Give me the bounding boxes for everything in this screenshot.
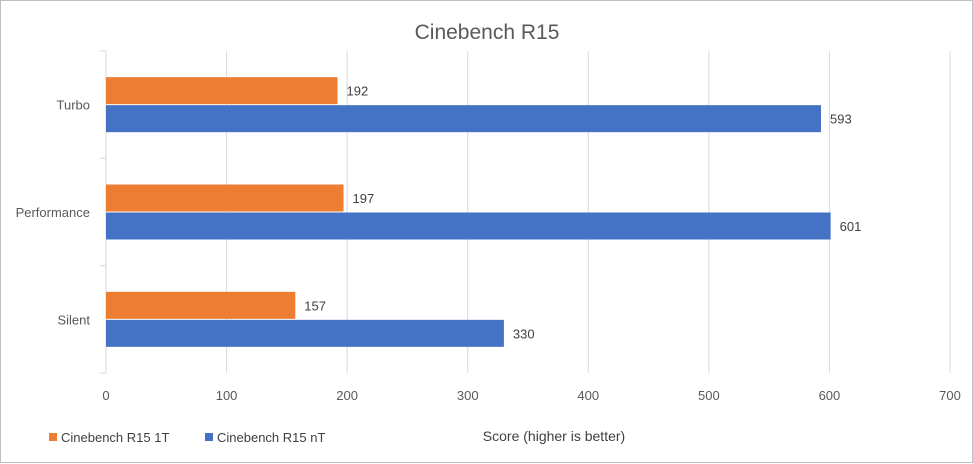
data-label-performance-1t: 197	[353, 191, 375, 206]
legend-swatch-nt	[205, 433, 213, 441]
data-label-silent-nt: 330	[513, 326, 535, 341]
bars	[106, 77, 831, 347]
x-tick-300: 300	[457, 388, 479, 403]
data-label-performance-nt: 601	[840, 219, 862, 234]
data-labels: 192 593 197 601 157 330	[304, 84, 861, 342]
bar-turbo-1t	[106, 77, 338, 105]
chart-title: Cinebench R15	[415, 21, 560, 44]
category-label-silent: Silent	[57, 312, 90, 327]
x-tick-600: 600	[819, 388, 841, 403]
legend-swatch-1t	[49, 433, 57, 441]
legend: Cinebench R15 1T Cinebench R15 nT	[49, 430, 325, 445]
category-labels: Turbo Performance Silent	[16, 98, 91, 328]
bar-silent-1t	[106, 291, 296, 319]
data-label-turbo-1t: 192	[346, 84, 368, 99]
data-label-turbo-nt: 593	[830, 112, 852, 127]
bar-turbo-nt	[106, 105, 821, 133]
gridlines	[100, 50, 951, 374]
x-tick-700: 700	[939, 388, 961, 403]
x-tick-500: 500	[698, 388, 720, 403]
x-tick-0: 0	[102, 388, 109, 403]
legend-label-nt: Cinebench R15 nT	[217, 430, 325, 445]
bar-performance-1t	[106, 184, 344, 212]
category-label-performance: Performance	[16, 205, 90, 220]
category-label-turbo: Turbo	[57, 98, 90, 113]
data-label-silent-1t: 157	[304, 298, 326, 313]
bar-performance-nt	[106, 212, 831, 240]
x-tick-200: 200	[336, 388, 358, 403]
x-axis-label: Score (higher is better)	[483, 428, 625, 444]
x-tick-100: 100	[216, 388, 238, 403]
bar-silent-nt	[106, 319, 504, 347]
legend-label-1t: Cinebench R15 1T	[61, 430, 169, 445]
x-tick-labels: 0 100 200 300 400 500 600 700	[102, 388, 960, 403]
x-tick-400: 400	[577, 388, 599, 403]
